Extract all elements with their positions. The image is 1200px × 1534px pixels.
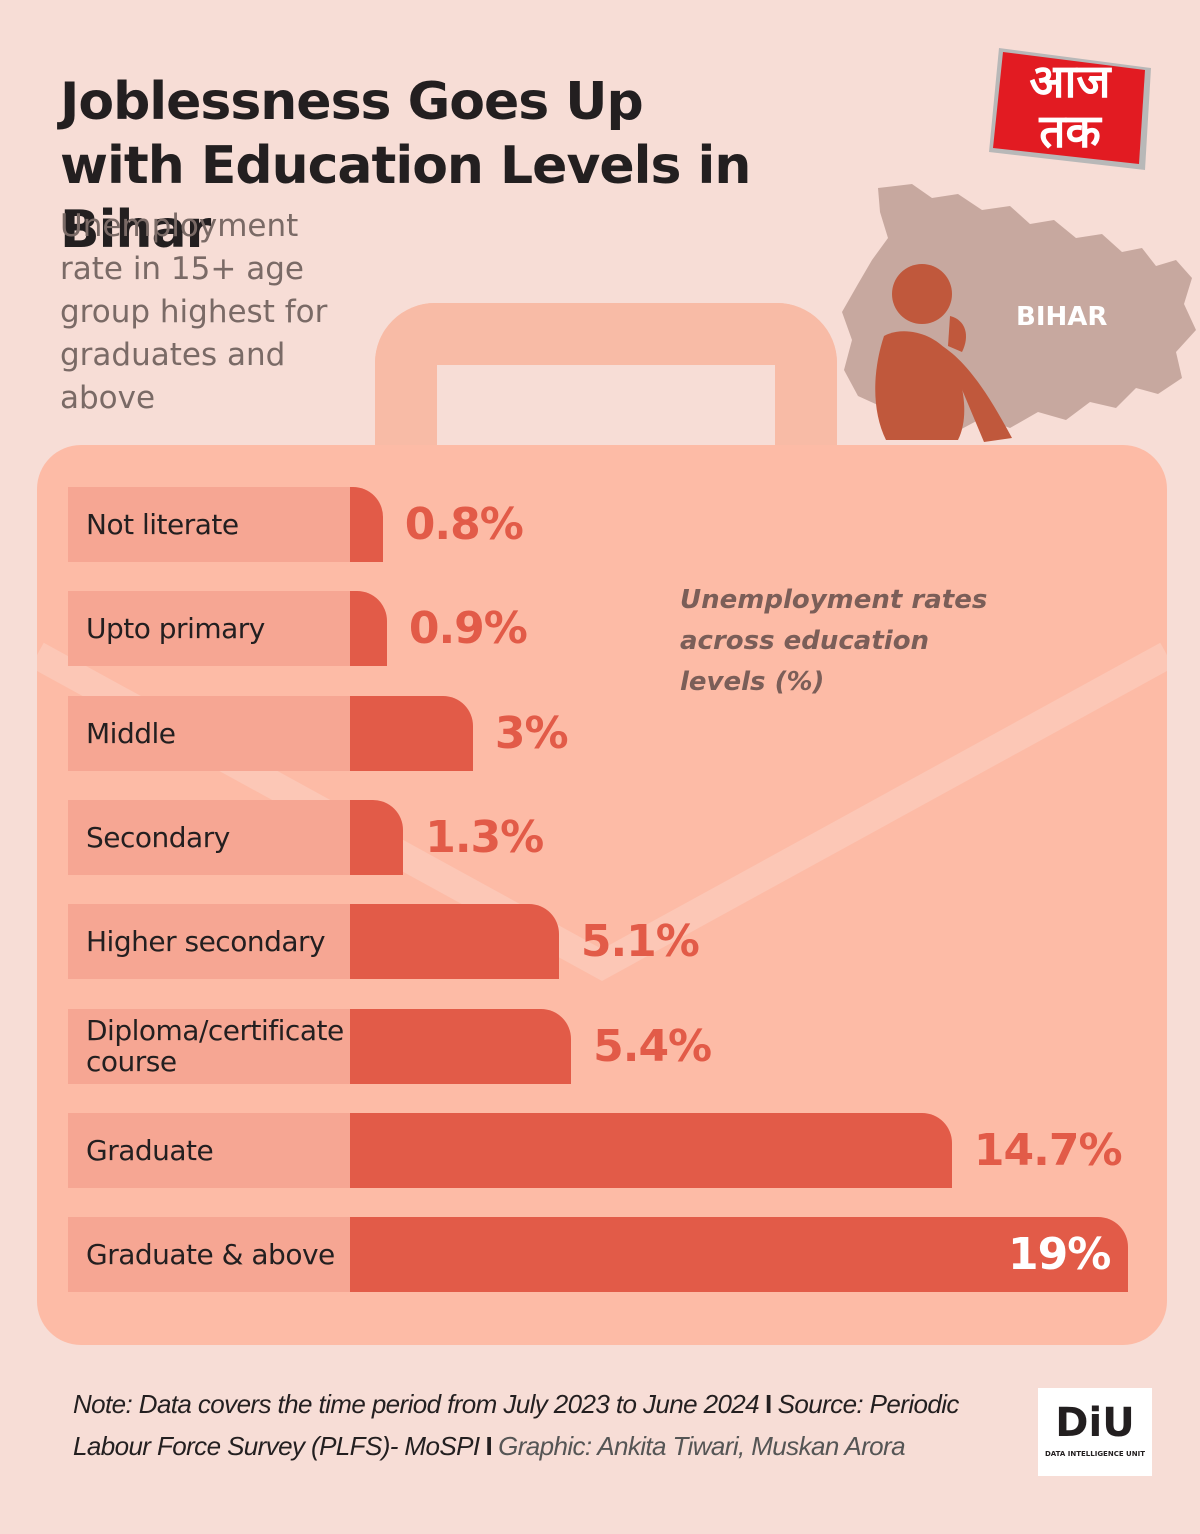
- bar: [350, 1008, 572, 1084]
- logo-text: आज तक: [1029, 54, 1111, 158]
- bar: [350, 1217, 1128, 1293]
- category-label: Not literate: [68, 487, 350, 562]
- bar-row: Middle 3%: [68, 695, 1128, 771]
- bar: [350, 591, 387, 667]
- map-label: BIHAR: [1016, 302, 1108, 332]
- category-label: Graduate & above: [68, 1217, 350, 1293]
- aajtak-logo: आज तक: [985, 42, 1155, 170]
- bar-row: Upto primary 0.9%: [68, 591, 1128, 667]
- bar-row: Secondary 1.3%: [68, 799, 1128, 875]
- bar: [350, 487, 383, 562]
- category-label: Higher secondary: [68, 904, 350, 980]
- category-label: Upto primary: [68, 591, 350, 667]
- value-label: 14.7%: [973, 1124, 1123, 1176]
- bar: [350, 1112, 952, 1188]
- page-title: Joblessness Goes Up with Education Level…: [60, 72, 751, 260]
- category-label: Diploma/certificate course: [68, 1008, 350, 1084]
- footer-note: Note: Data covers the time period from J…: [73, 1383, 993, 1467]
- footer-source: Source: Periodic Labour Force Survey (PL…: [73, 1389, 959, 1461]
- footer-separator: I: [485, 1431, 493, 1461]
- person-sitting-icon: [875, 264, 1012, 442]
- category-label: Middle: [68, 695, 350, 771]
- value-label: 0.8%: [404, 499, 524, 550]
- category-label: Graduate: [68, 1112, 350, 1188]
- bar: [350, 695, 473, 771]
- value-label: 5.1%: [580, 916, 700, 968]
- bar: [350, 799, 404, 875]
- bar-row: Higher secondary 5.1%: [68, 904, 1128, 980]
- footer-credit: Graphic: Ankita Tiwari, Muskan Arora: [498, 1431, 905, 1461]
- page-subtitle: Unemployment rate in 15+ age group highe…: [60, 208, 328, 416]
- diu-logo-tagline: DATA INTELLIGENCE UNIT: [1045, 1450, 1145, 1458]
- footer-note-text: Note: Data covers the time period from J…: [73, 1389, 760, 1419]
- category-label: Secondary: [68, 799, 350, 875]
- bar-row: Graduate 14.7%: [68, 1112, 1128, 1188]
- value-label: 0.9%: [408, 603, 528, 655]
- bar: [350, 904, 559, 980]
- logo-badge: [989, 48, 1151, 170]
- diu-logo: DiU DATA INTELLIGENCE UNIT: [1038, 1388, 1152, 1476]
- value-label: 3%: [494, 707, 569, 759]
- diu-logo-text: DiU: [1055, 1400, 1135, 1446]
- bar-row: Graduate & above 19%: [68, 1217, 1128, 1293]
- footer-separator: I: [765, 1389, 772, 1419]
- chart-title: Unemployment rates across education leve…: [680, 585, 988, 697]
- value-label: 1.3%: [425, 811, 544, 863]
- value-label: 19%: [1008, 1229, 1111, 1281]
- bar-row: Not literate 0.8%: [68, 487, 1128, 562]
- bar-row: Diploma/certificate course 5.4%: [68, 1008, 1128, 1084]
- value-label: 5.4%: [593, 1020, 712, 1072]
